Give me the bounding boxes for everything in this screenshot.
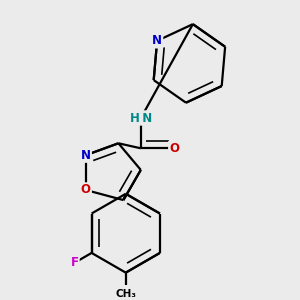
- Text: N: N: [152, 34, 162, 47]
- Text: CH₃: CH₃: [115, 289, 136, 299]
- Text: N: N: [81, 149, 91, 162]
- Text: H N: H N: [130, 112, 152, 124]
- Text: O: O: [81, 184, 91, 196]
- Text: F: F: [70, 256, 79, 269]
- Text: O: O: [169, 142, 179, 155]
